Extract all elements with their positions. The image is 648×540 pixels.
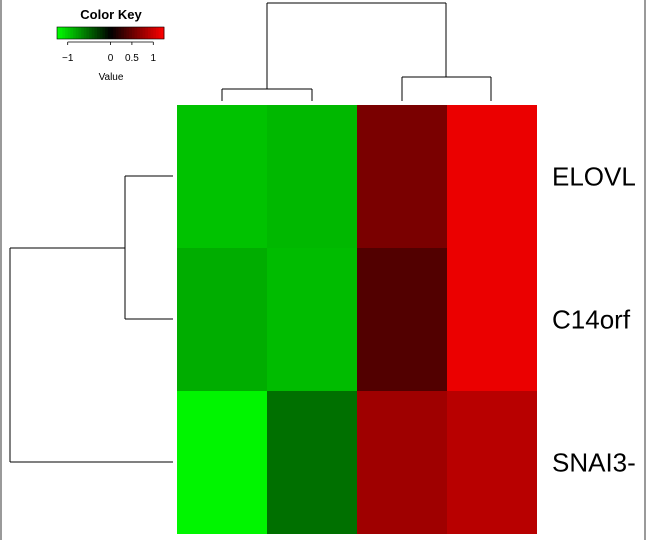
heatmap-cell-r1-c4 <box>447 105 537 248</box>
color-key-segment <box>75 27 79 39</box>
color-key-tick-label: 1 <box>151 53 157 64</box>
heatmap-cell-r1-c1 <box>177 105 267 248</box>
color-key-segment <box>91 27 95 39</box>
color-key-segment <box>57 27 61 39</box>
color-key-segment <box>142 27 146 39</box>
color-key-segment <box>81 27 85 39</box>
color-key-segment <box>121 27 125 39</box>
color-key-segment <box>115 27 119 39</box>
color-key-segment <box>99 27 103 39</box>
color-key-segment <box>86 27 90 39</box>
color-key-bar <box>56 26 165 40</box>
color-key-segment <box>118 27 122 39</box>
color-key-segment <box>97 27 101 39</box>
row-labels: ELOVL C14orf SNAI3- <box>552 162 636 478</box>
color-key-tick-label: 0.5 <box>125 53 139 64</box>
heatmap-cell-r3-c2 <box>267 391 357 534</box>
heatmap-cell-r3-c3 <box>357 391 447 534</box>
color-key-title: Color Key <box>80 7 142 22</box>
color-key-tick-label: −1 <box>62 53 74 64</box>
color-key-segment <box>67 27 71 39</box>
heatmap-cell-r2-c3 <box>357 248 447 391</box>
heatmap-cell-r2-c1 <box>177 248 267 391</box>
color-key-segment <box>89 27 93 39</box>
color-key-segment <box>139 27 143 39</box>
color-key-ticks: −1 0 0.5 1 <box>62 41 157 64</box>
heatmap-cell-r2-c2 <box>267 248 357 391</box>
heatmap-cell-r1-c2 <box>267 105 357 248</box>
color-key-border <box>56 26 165 40</box>
color-key-segment <box>107 27 111 39</box>
heatmap-cell-r2-c4 <box>447 248 537 391</box>
color-key-segment <box>155 27 160 39</box>
color-key-segment <box>129 27 133 39</box>
heatmap-cell-r3-c4 <box>447 391 537 534</box>
row-dendrogram <box>9 175 173 463</box>
column-dendrogram <box>221 2 492 101</box>
color-key-segment <box>150 27 154 39</box>
color-key-segment <box>73 27 77 39</box>
color-key-segment <box>65 27 69 39</box>
color-key-segment <box>123 27 127 39</box>
color-key-segment <box>131 27 135 39</box>
heatmap-cell-r3-c1 <box>177 391 267 534</box>
color-key-xlabel: Value <box>99 72 124 83</box>
color-key-segment <box>62 27 66 39</box>
color-key-tick-label: 0 <box>108 53 114 64</box>
color-key-segment <box>59 27 63 39</box>
color-key-segment <box>102 27 106 39</box>
row-label: C14orf <box>552 305 631 335</box>
color-key-segment <box>134 27 138 39</box>
color-key-segment <box>113 27 117 39</box>
color-key-segment <box>126 27 130 39</box>
color-key-segment <box>110 27 114 39</box>
color-key: Color Key −1 0 0.5 1 Value <box>56 7 165 83</box>
color-key-segment <box>83 27 87 39</box>
row-label: SNAI3- <box>552 448 636 478</box>
color-key-segment <box>161 27 165 39</box>
color-key-segment <box>105 27 109 39</box>
color-key-segment <box>70 27 74 39</box>
color-key-segment <box>137 27 141 39</box>
row-label: ELOVL <box>552 162 636 192</box>
color-key-segment <box>147 27 152 39</box>
color-key-segment <box>158 27 162 39</box>
color-key-segment <box>78 27 82 39</box>
color-key-segment <box>145 27 149 39</box>
heatmap-cell-r1-c3 <box>357 105 447 248</box>
color-key-segment <box>153 27 157 39</box>
heatmap-cells <box>177 105 537 534</box>
color-key-segment <box>94 27 98 39</box>
